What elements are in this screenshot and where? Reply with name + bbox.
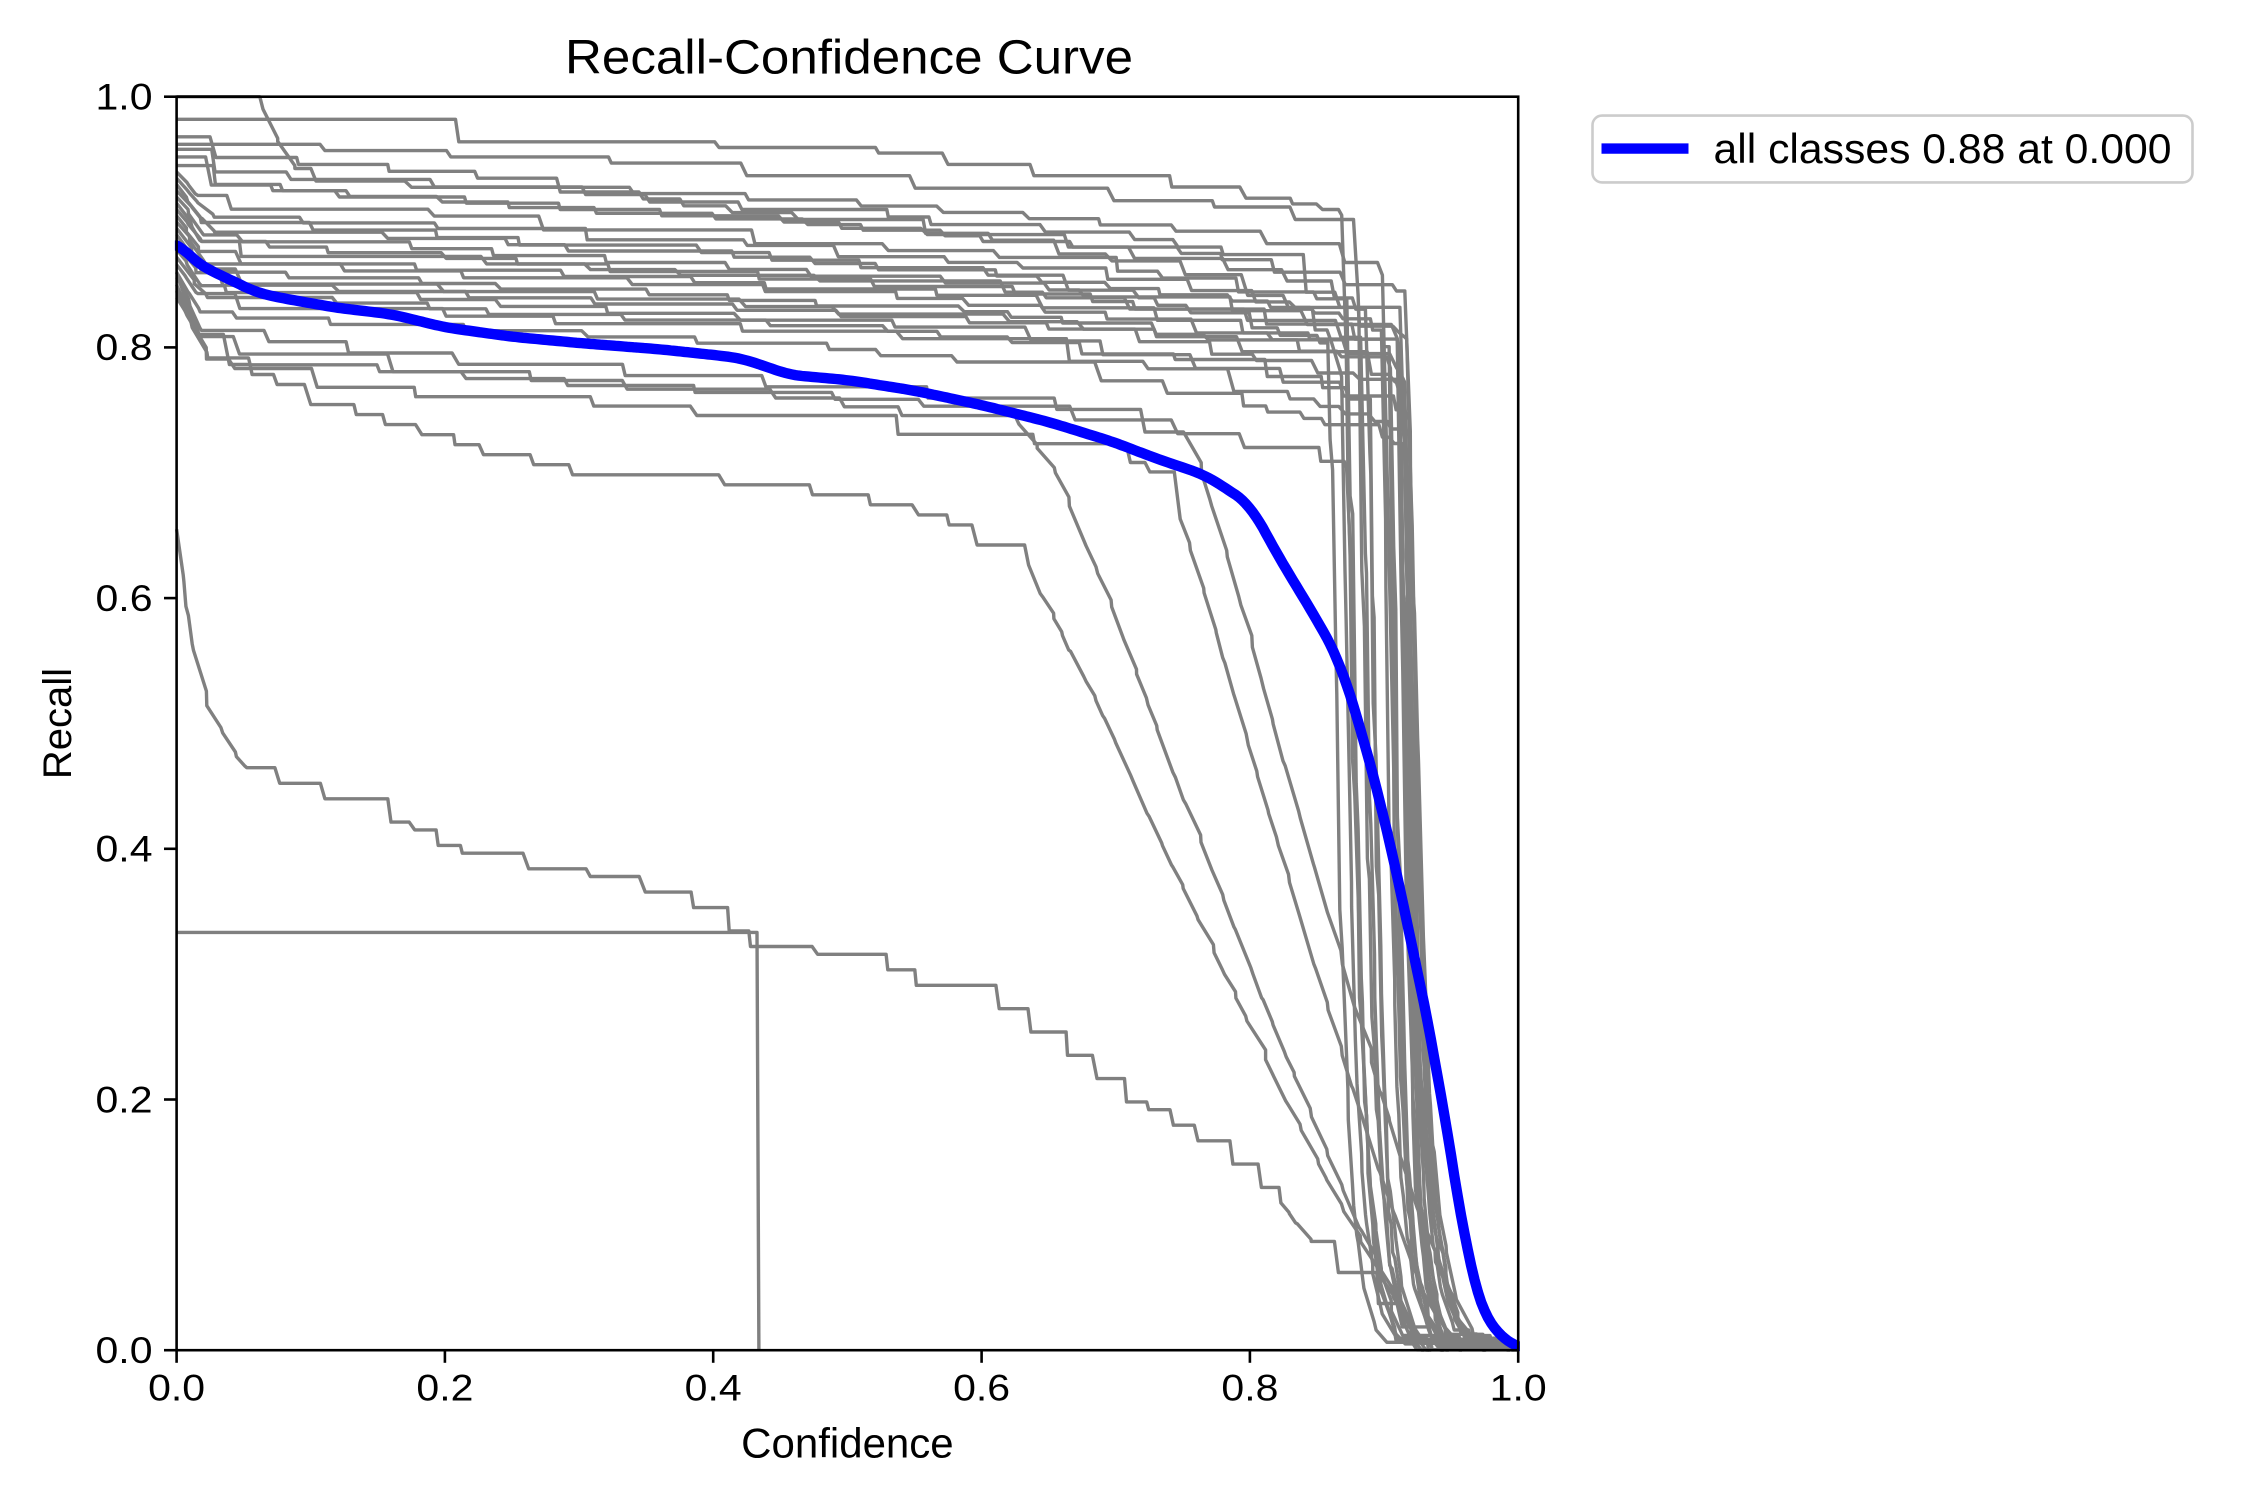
svg-text:all classes 0.88 at 0.000: all classes 0.88 at 0.000 (1714, 125, 2172, 172)
svg-text:0.8: 0.8 (1221, 1368, 1278, 1409)
svg-text:Confidence: Confidence (741, 1420, 953, 1467)
svg-text:Recall: Recall (36, 668, 80, 779)
svg-text:1.0: 1.0 (96, 77, 153, 118)
svg-text:0.8: 0.8 (96, 327, 153, 368)
svg-text:Recall-Confidence Curve: Recall-Confidence Curve (565, 32, 1133, 85)
svg-text:0.6: 0.6 (96, 578, 153, 619)
svg-text:0.0: 0.0 (148, 1368, 205, 1409)
svg-text:0.2: 0.2 (96, 1079, 153, 1120)
svg-text:0.4: 0.4 (685, 1368, 742, 1409)
svg-text:0.0: 0.0 (96, 1330, 153, 1371)
svg-text:0.4: 0.4 (96, 829, 153, 870)
svg-text:0.6: 0.6 (953, 1368, 1010, 1409)
svg-text:1.0: 1.0 (1490, 1368, 1547, 1409)
svg-text:0.2: 0.2 (416, 1368, 473, 1409)
